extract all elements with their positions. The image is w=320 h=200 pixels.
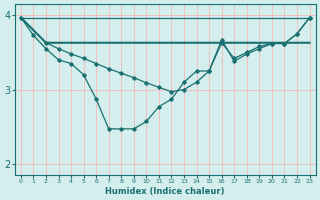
X-axis label: Humidex (Indice chaleur): Humidex (Indice chaleur) [106, 187, 225, 196]
